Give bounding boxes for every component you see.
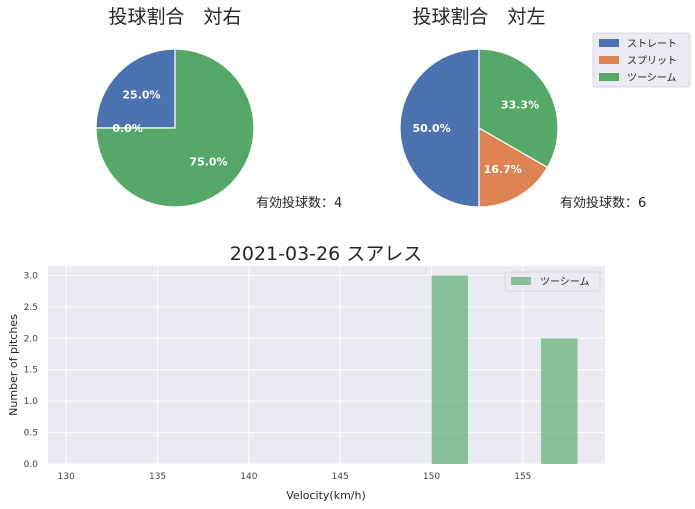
bar-0-0	[431, 275, 469, 464]
pie-chart-vs-left: 投球割合 対左 50.0% 16.7% 33.3% 有効投球数：6	[399, 6, 646, 211]
pie2-value-label-2: 33.3%	[501, 98, 539, 111]
legend-label-split: スプリット	[627, 55, 677, 67]
pie-chart-vs-right: 投球割合 対右 25.0% 0.0% 75.0% 有効投球数：4	[95, 6, 342, 211]
x-tick-labels: 130 135 140 145 150 155	[58, 472, 532, 482]
pie2-slice-2	[478, 48, 559, 169]
x-tick-5: 155	[514, 472, 531, 482]
y-tick-3: 1.5	[24, 366, 38, 376]
bar-legend-frame	[504, 271, 601, 292]
pie2-value-label-1: 16.7%	[484, 163, 522, 176]
y-tick-6: 3.0	[24, 271, 39, 281]
y-tick-2: 1.0	[24, 397, 39, 407]
bar-title: 2021-03-26 スアレス	[230, 243, 422, 265]
bars	[431, 275, 578, 464]
legend-swatch-straight	[599, 39, 619, 47]
plot-area	[48, 266, 605, 464]
legend-label-two-seam: ツーシーム	[627, 72, 677, 84]
legend-swatch-split	[599, 56, 619, 64]
pie2-pitch-count: 有効投球数：6	[560, 195, 646, 211]
y-tick-4: 2.0	[24, 334, 39, 344]
velocity-histogram: 2021-03-26 スアレス 130 135 140 145 150 155 0.00.…	[7, 243, 605, 502]
bar-legend: ツーシーム	[504, 271, 601, 292]
y-tick-5: 2.5	[24, 303, 38, 313]
pie1-value-label-0: 25.0%	[122, 88, 160, 101]
x-axis-label: Velocity(km/h)	[286, 489, 366, 502]
pie1-title: 投球割合 対右	[108, 6, 241, 28]
pie1-value-label-2: 75.0%	[189, 156, 227, 169]
x-tick-1: 135	[149, 472, 166, 482]
pie1-slice-2	[95, 48, 255, 208]
y-tick-1: 0.5	[24, 429, 38, 439]
bar-legend-label: ツーシーム	[540, 276, 590, 288]
pie1-slice-0	[95, 48, 176, 129]
pie1-value-label-1: 0.0%	[112, 122, 143, 135]
x-tick-4: 150	[423, 472, 440, 482]
x-tick-2: 140	[240, 472, 257, 482]
y-tick-0: 0.0	[24, 460, 39, 470]
bar-legend-swatch	[511, 277, 531, 285]
pie2-slice-1	[478, 126, 549, 208]
pie2-title: 投球割合 対左	[412, 6, 545, 28]
pie-legend: ストレート スプリット ツーシーム	[592, 32, 691, 88]
y-tick-labels: 0.0 0.5 1.0 1.5 2.0 2.5 3.0	[24, 271, 39, 470]
x-tick-0: 130	[58, 472, 75, 482]
legend-label-straight: ストレート	[627, 39, 677, 50]
bar-0-1	[541, 338, 578, 464]
y-axis-label: Number of pitches	[7, 314, 20, 416]
pie2-slice-0	[399, 48, 480, 208]
pie1-pitch-count: 有効投球数：4	[256, 195, 342, 211]
pie2-value-label-0: 50.0%	[413, 122, 451, 135]
x-tick-3: 145	[332, 472, 349, 482]
legend-swatch-two-seam	[599, 73, 619, 81]
